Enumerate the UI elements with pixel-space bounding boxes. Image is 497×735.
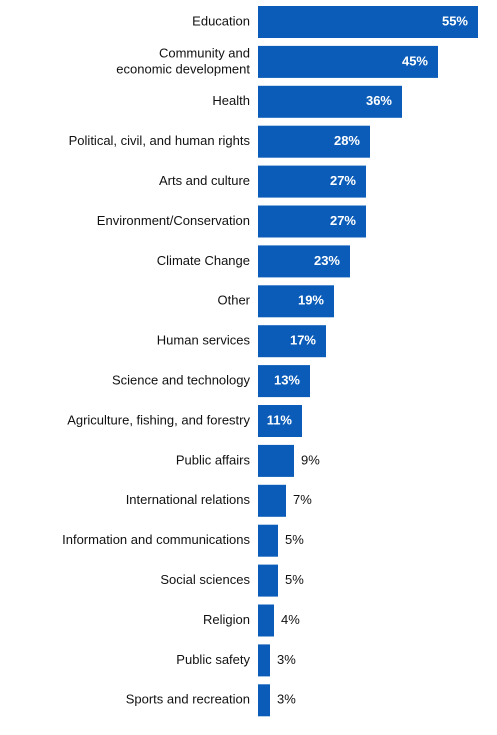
category-label-line: Education	[192, 13, 250, 28]
category-label-line: Public safety	[176, 652, 250, 667]
category-label: Arts and culture	[159, 173, 250, 188]
value-label: 55%	[442, 13, 468, 28]
value-label: 17%	[290, 333, 316, 348]
value-label: 7%	[293, 492, 312, 507]
category-label-line: Agriculture, fishing, and forestry	[67, 412, 250, 427]
category-label-line: Social sciences	[160, 572, 250, 587]
bar	[258, 644, 270, 677]
category-label-line: Other	[217, 293, 250, 308]
bar	[258, 125, 370, 158]
category-label-line: economic development	[116, 61, 250, 76]
bar	[258, 484, 286, 517]
bar	[258, 684, 270, 717]
category-label: Sports and recreation	[126, 692, 250, 707]
value-label: 4%	[281, 612, 300, 627]
category-label-line: Climate Change	[157, 253, 250, 268]
value-label: 3%	[277, 652, 296, 667]
value-label: 5%	[285, 532, 304, 547]
category-label-line: Religion	[203, 612, 250, 627]
category-label: International relations	[126, 492, 251, 507]
category-label-line: Community and	[159, 45, 250, 60]
value-label: 36%	[366, 93, 392, 108]
category-label: Information and communications	[62, 532, 250, 547]
bar	[258, 365, 310, 398]
bar	[258, 405, 302, 437]
bar	[258, 45, 438, 78]
category-label-line: Environment/Conservation	[97, 213, 250, 228]
category-label-line: Science and technology	[112, 373, 251, 388]
category-label-line: Public affairs	[176, 452, 251, 467]
value-label: 27%	[330, 213, 356, 228]
category-label-line: Sports and recreation	[126, 692, 250, 707]
category-label: Social sciences	[160, 572, 250, 587]
category-label-line: Human services	[157, 333, 251, 348]
value-label: 19%	[298, 293, 324, 308]
category-label: Science and technology	[112, 373, 251, 388]
category-label-line: Arts and culture	[159, 173, 250, 188]
value-label: 11%	[267, 412, 293, 427]
category-label: Other	[217, 293, 250, 308]
category-label: Human services	[157, 333, 251, 348]
category-label-line: Health	[212, 93, 250, 108]
category-label: Environment/Conservation	[97, 213, 250, 228]
category-label-line: Political, civil, and human rights	[69, 133, 251, 148]
category-label-line: Information and communications	[62, 532, 250, 547]
category-label: Political, civil, and human rights	[69, 133, 251, 148]
category-label: Religion	[203, 612, 250, 627]
bar	[258, 245, 350, 278]
value-label: 28%	[334, 133, 360, 148]
category-label: Health	[212, 93, 250, 108]
category-label-line: International relations	[126, 492, 251, 507]
category-label: Community and economic development	[116, 45, 250, 76]
bar	[258, 604, 274, 637]
bar	[258, 444, 294, 477]
bar	[258, 85, 402, 118]
category-label: Agriculture, fishing, and forestry	[67, 412, 250, 427]
bar	[258, 6, 478, 38]
bar	[258, 524, 278, 557]
category-label: Public affairs	[176, 452, 251, 467]
bar	[258, 325, 326, 358]
value-label: 9%	[301, 452, 320, 467]
category-label: Public safety	[176, 652, 250, 667]
bar	[258, 285, 334, 318]
bar	[258, 564, 278, 597]
value-label: 23%	[314, 253, 340, 268]
value-label: 5%	[285, 572, 304, 587]
bar	[258, 205, 366, 238]
value-label: 3%	[277, 692, 296, 707]
value-label: 13%	[274, 373, 300, 388]
value-label: 27%	[330, 173, 356, 188]
bar	[258, 165, 366, 198]
category-label: Climate Change	[157, 253, 250, 268]
value-label: 45%	[402, 53, 428, 68]
category-label: Education	[192, 13, 250, 28]
